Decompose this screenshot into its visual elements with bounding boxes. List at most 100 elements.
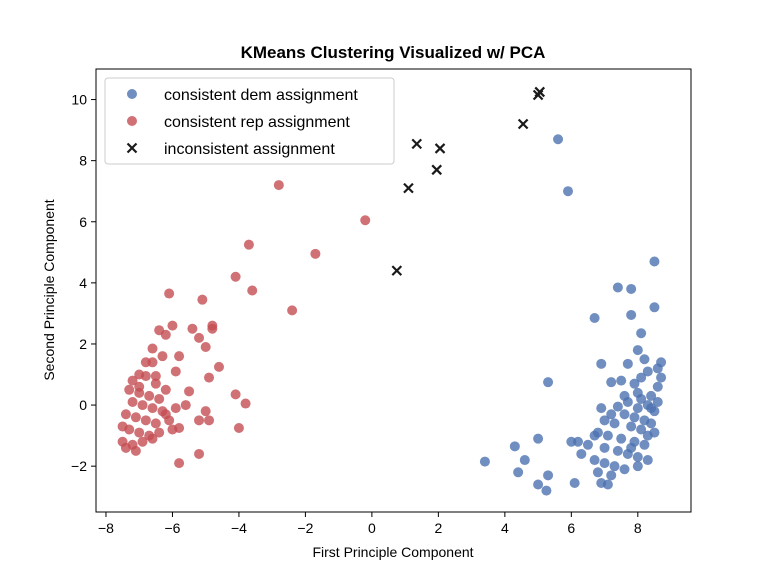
data-point [194,448,205,459]
data-point [609,461,620,472]
data-point [656,372,667,383]
data-point [626,442,637,453]
y-tick-label: 4 [79,275,87,291]
data-point [566,436,577,447]
legend-marker [126,142,138,154]
data-point [626,421,637,432]
data-point [606,470,617,481]
data-point [170,403,181,414]
points-layer [117,86,667,496]
data-point [170,366,181,377]
data-point [194,332,205,343]
data-point [213,361,224,372]
data-point [127,397,138,408]
data-point [403,182,414,194]
data-point [137,436,148,447]
data-point [180,400,191,411]
legend-label: consistent rep assignment [164,114,350,131]
data-point [134,427,145,438]
data-point [629,378,640,389]
y-tick-label: 10 [71,92,87,108]
legend-box [104,77,395,165]
data-point [532,89,544,101]
data-point [616,433,627,444]
data-point [576,448,587,459]
data-point [569,477,580,488]
data-point [479,456,490,467]
data-point [233,422,244,433]
data-point [240,398,251,409]
data-point [247,285,258,296]
data-point [154,393,165,404]
data-point [360,215,371,226]
data-point [599,458,610,469]
data-point [596,358,607,369]
data-point [184,386,195,397]
data-point [533,479,544,490]
data-point [187,323,198,334]
data-point [117,421,128,432]
data-point [563,186,574,197]
x-tick-label: −6 [164,520,180,536]
legend-marker [127,116,137,126]
legend-label: inconsistent assignment [164,141,335,158]
data-point [636,372,647,383]
data-point [612,401,623,412]
y-tick-label: 8 [79,153,87,169]
data-point [592,467,603,478]
data-point [194,415,205,426]
data-point [612,445,623,456]
data-point [130,445,141,456]
data-point [589,430,600,441]
data-point [120,409,131,420]
x-tick-label: −2 [297,520,313,536]
legend-label: consistent dem assignment [164,87,358,104]
data-point [602,479,613,490]
data-point [589,455,600,466]
data-point [160,384,171,395]
data-point [243,239,254,250]
data-point [622,358,633,369]
data-point [200,406,211,417]
data-point [602,430,613,441]
data-point [543,377,554,388]
data-point [147,357,158,368]
data-point [310,248,321,259]
data-point [287,305,298,316]
data-point [140,415,151,426]
data-point [509,441,520,452]
data-point [157,351,168,362]
data-point [616,375,627,386]
data-point [127,375,138,386]
data-point [619,464,630,475]
data-point [150,418,161,429]
data-point [140,371,151,382]
data-point [147,403,158,414]
data-point [147,433,158,444]
data-point [174,458,185,469]
x-tick-label: 6 [567,520,575,536]
data-point [543,470,554,481]
data-point [582,439,593,450]
data-point [434,143,446,154]
data-point [646,390,657,401]
data-point [612,282,623,293]
legend: consistent dem assignment consistent rep … [104,77,395,165]
data-point [204,372,215,383]
data-point [636,424,647,435]
data-point [649,256,660,267]
data-point [646,418,657,429]
data-point [174,351,185,362]
legend-entries: consistent dem assignment consistent rep … [126,87,358,158]
data-point [632,461,643,472]
data-point [599,415,610,426]
x-tick-label: 2 [434,520,442,536]
data-point [629,412,640,423]
data-point [174,422,185,433]
data-point [632,452,643,463]
data-point [646,403,657,414]
x-tick-label: 0 [368,520,376,536]
data-point [589,312,600,323]
y-tick-label: −2 [71,458,87,474]
